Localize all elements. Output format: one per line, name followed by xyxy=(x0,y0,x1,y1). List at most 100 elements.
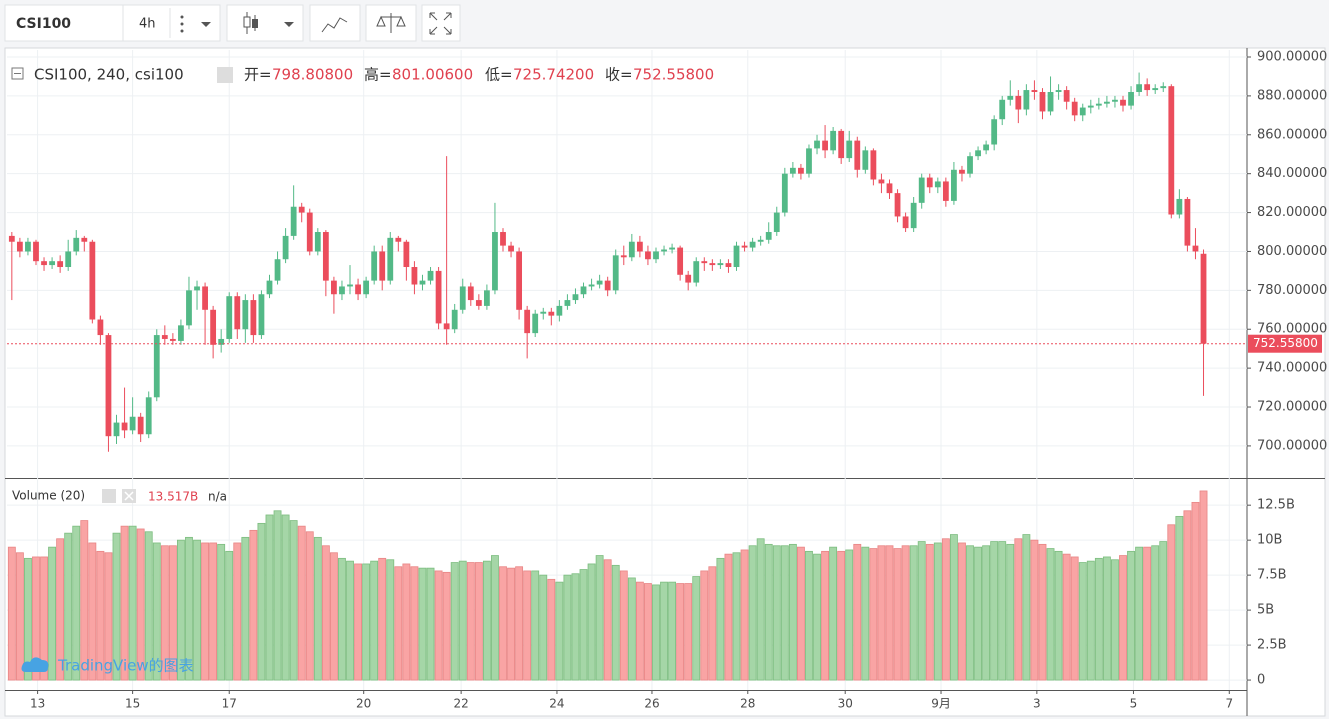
candle-body xyxy=(258,294,265,336)
volume-bar xyxy=(724,553,733,681)
candle-body xyxy=(387,237,394,281)
candle-body xyxy=(604,280,611,291)
candle-body xyxy=(33,241,39,262)
candle-body xyxy=(942,181,949,201)
volume-bar xyxy=(64,532,73,681)
candle-body xyxy=(693,261,700,283)
candle-body xyxy=(596,280,603,285)
volume-bar xyxy=(410,566,419,681)
candle-body xyxy=(556,305,563,316)
volume-bar xyxy=(958,542,966,681)
compare-box[interactable] xyxy=(365,4,417,42)
y-tick-label: 820.00000 xyxy=(1257,205,1327,220)
volume-bar xyxy=(587,563,596,681)
candle-body xyxy=(242,300,249,330)
y-tick-label: 840.00000 xyxy=(1257,166,1327,181)
dropdown-arrow[interactable] xyxy=(201,22,211,27)
volume-bar xyxy=(176,539,185,681)
candle-body xyxy=(379,251,386,281)
candle-body xyxy=(1176,198,1183,215)
volume-bar xyxy=(104,552,113,681)
candle-body xyxy=(789,167,796,174)
candle-body xyxy=(999,99,1006,120)
candle-body xyxy=(1031,90,1038,93)
volume-bar xyxy=(354,563,362,681)
indicators-box[interactable] xyxy=(309,4,361,42)
candle-body xyxy=(1015,95,1022,110)
volume-bar xyxy=(692,576,701,681)
candle-body xyxy=(306,212,313,252)
candle-body xyxy=(564,300,571,306)
candle-body xyxy=(1047,92,1054,112)
settings-icon[interactable] xyxy=(102,489,116,503)
volume-bar xyxy=(821,550,830,681)
candle-body xyxy=(73,237,80,252)
candle-body xyxy=(653,251,659,260)
volume-bar xyxy=(72,525,81,681)
volume-bar xyxy=(917,541,926,681)
volume-bar xyxy=(949,534,958,681)
volume-bar xyxy=(1102,556,1111,681)
candle-body xyxy=(105,335,112,437)
candle-icon xyxy=(252,19,258,28)
volume-bar xyxy=(257,522,266,681)
volume-bar xyxy=(603,559,612,681)
volume-bar xyxy=(88,542,97,681)
candle-body xyxy=(500,232,506,246)
candle-body xyxy=(620,255,627,258)
candle-body xyxy=(1128,92,1134,106)
volume-bar xyxy=(523,570,532,681)
volume-bar xyxy=(611,564,620,681)
close-icon xyxy=(124,491,134,501)
symbol-box[interactable] xyxy=(4,4,124,42)
volume-bar xyxy=(748,545,757,681)
volume-bar xyxy=(32,556,40,681)
legend-value: 798.80800 xyxy=(272,66,353,84)
candle-body xyxy=(773,212,780,233)
volume-tick-label: 0 xyxy=(1257,673,1265,688)
dropdown-arrow[interactable] xyxy=(284,22,294,27)
candle-body xyxy=(202,286,208,310)
candle-body xyxy=(475,300,482,306)
candle-body xyxy=(1103,101,1110,104)
volume-bar xyxy=(1135,546,1144,681)
candle-body xyxy=(129,416,136,431)
volume-bar xyxy=(241,536,250,681)
candle-body xyxy=(8,235,15,242)
volume-tick-label: 12.5B xyxy=(1257,498,1295,513)
volume-bar xyxy=(168,545,177,681)
candle-body xyxy=(1023,90,1030,110)
settings-icon[interactable] xyxy=(217,67,233,83)
candle-body xyxy=(532,313,539,334)
x-tick-label: 22 xyxy=(453,697,468,711)
legend-label: 高= xyxy=(364,66,392,84)
candle-body xyxy=(1007,95,1014,100)
fullscreen-box[interactable] xyxy=(421,4,461,42)
volume-tick-label: 10B xyxy=(1257,533,1282,548)
candle-body xyxy=(757,239,764,242)
candle-body xyxy=(218,338,225,345)
y-tick-label: 860.00000 xyxy=(1257,127,1327,142)
candle-body xyxy=(57,261,64,268)
candle-body xyxy=(781,173,788,213)
volume-bar xyxy=(1111,559,1119,681)
volume-bar xyxy=(1038,543,1047,681)
candle-body xyxy=(1095,103,1102,106)
volume-bar xyxy=(1143,546,1152,681)
candle-body xyxy=(16,241,23,252)
candle-body xyxy=(194,286,200,291)
candle-body xyxy=(169,338,176,341)
volume-bar xyxy=(450,562,459,681)
volume-bar xyxy=(313,536,322,681)
volume-ma: n/a xyxy=(208,490,227,504)
candle-body xyxy=(483,290,490,306)
volume-bar xyxy=(338,557,346,681)
x-tick-label: 20 xyxy=(356,697,371,711)
volume-bar xyxy=(160,545,169,681)
volume-bar xyxy=(56,538,65,681)
candle-body xyxy=(983,144,990,151)
volume-bar xyxy=(136,528,145,681)
candle-body xyxy=(612,255,619,291)
candle-body xyxy=(628,241,635,258)
candle-body xyxy=(250,300,257,336)
